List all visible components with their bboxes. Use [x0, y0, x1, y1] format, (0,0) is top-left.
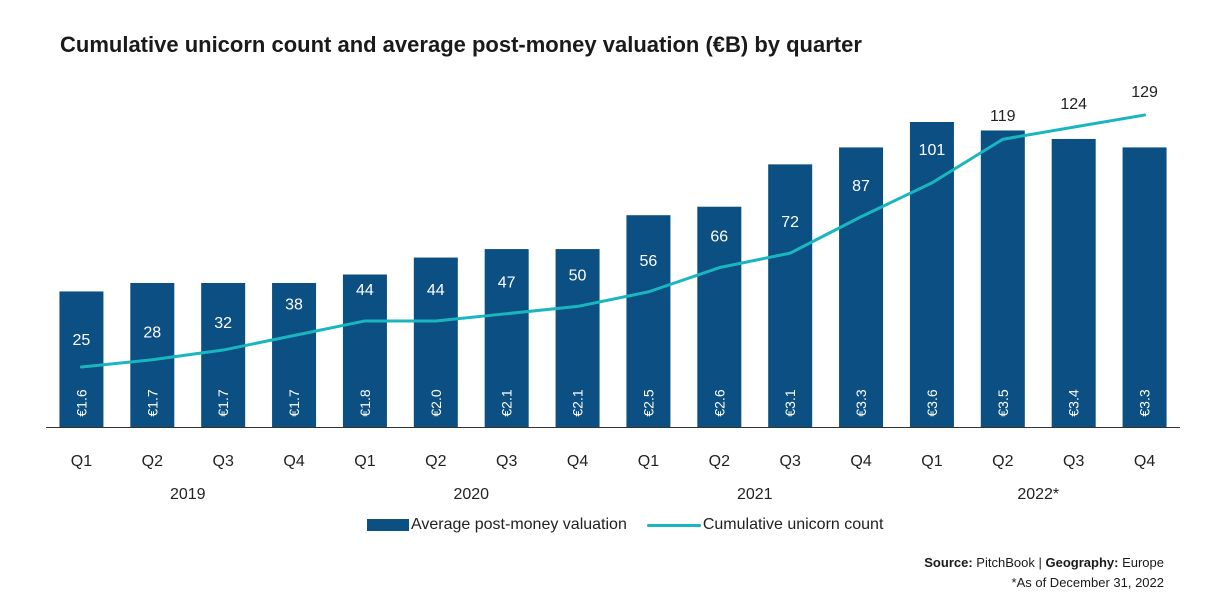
bar-value-label: €3.1: [782, 389, 798, 416]
x-tick-label: Q1: [71, 453, 92, 470]
line-value-label: 44: [356, 282, 374, 299]
x-tick-label: Q1: [354, 453, 375, 470]
x-tick-label: Q2: [142, 453, 163, 470]
line-layer: [79, 113, 1147, 369]
legend-item-count: Cumulative unicorn count: [646, 516, 884, 534]
line-value-label: 44: [427, 282, 445, 299]
bar: [768, 164, 813, 427]
bar: [272, 282, 317, 427]
line-value-label: 101: [919, 142, 946, 159]
year-group-label: 2019: [170, 486, 206, 503]
legend-count-label: Cumulative unicorn count: [702, 516, 884, 533]
line-value-label: 32: [214, 315, 232, 332]
bar-value-label: €1.7: [144, 389, 160, 416]
x-tick-label: Q4: [1134, 453, 1155, 470]
x-tick-label: Q3: [1063, 453, 1084, 470]
bar-value-label: €1.7: [286, 389, 302, 416]
bar: [839, 147, 884, 427]
geography-label: Geography:: [1045, 555, 1119, 570]
x-tick-label: Q4: [567, 453, 588, 470]
labels-layer: €1.6 €1.7 €1.7 €1.7 €1.8 €2.0 €2.1 €2.1 €2.5 €2.6…: [71, 84, 1158, 503]
bars-layer: [59, 122, 1167, 427]
geography-value: Europe: [1122, 555, 1164, 570]
line-value-label: 119: [990, 108, 1016, 125]
chart-title: Cumulative unicorn count and average pos…: [60, 32, 862, 57]
bar-value-label: €3.3: [853, 389, 869, 416]
bar-value-label: €3.6: [924, 389, 940, 416]
line-value-label: 47: [498, 275, 516, 292]
bar-value-label: €3.3: [1137, 389, 1153, 416]
line-value-label: 50: [569, 267, 587, 284]
bar: [626, 215, 671, 427]
year-group-label: 2022*: [1017, 486, 1059, 503]
x-tick-label: Q1: [638, 453, 659, 470]
bar-value-label: €1.7: [215, 389, 231, 416]
bar: [980, 130, 1025, 427]
series-line-unicorn-count: [79, 113, 1147, 369]
footnote: *As of December 31, 2022: [1011, 575, 1164, 590]
bar: [130, 282, 175, 427]
line-value-label: 28: [143, 325, 161, 342]
x-tick-label: Q2: [709, 453, 730, 470]
x-tick-label: Q1: [921, 453, 942, 470]
legend-bar-swatch: [367, 519, 409, 531]
bar: [342, 274, 387, 427]
legend: Average post-money valuation Cumulative …: [367, 516, 903, 534]
x-tick-label: Q3: [213, 453, 234, 470]
source-label: Source:: [924, 555, 973, 570]
line-value-label: 38: [285, 297, 303, 314]
line-value-label: 56: [640, 253, 658, 270]
source-separator: |: [1038, 555, 1042, 570]
bar: [201, 282, 246, 427]
bar-value-label: €1.8: [357, 389, 373, 416]
line-value-label: 129: [1131, 84, 1158, 101]
bar: [1122, 147, 1167, 427]
line-value-label: 66: [710, 229, 728, 246]
bar: [413, 257, 458, 427]
year-group-label: 2020: [453, 486, 489, 503]
year-group-label: 2021: [737, 486, 773, 503]
bar-value-label: €2.5: [640, 389, 656, 416]
x-tick-label: Q2: [992, 453, 1013, 470]
source-line: Source: PitchBook | Geography: Europe: [924, 555, 1164, 570]
bar-value-label: €1.6: [73, 389, 89, 416]
x-tick-label: Q2: [425, 453, 446, 470]
x-tick-label: Q4: [850, 453, 871, 470]
legend-item-valuation: Average post-money valuation: [367, 516, 627, 534]
source-value: PitchBook: [976, 555, 1035, 570]
bar-value-label: €2.1: [570, 389, 586, 416]
bar: [1051, 138, 1096, 427]
x-tick-label: Q3: [780, 453, 801, 470]
bar: [484, 249, 529, 427]
x-tick-label: Q4: [283, 453, 304, 470]
legend-valuation-label: Average post-money valuation: [411, 516, 627, 533]
bar-value-label: €3.5: [995, 389, 1011, 416]
x-tick-label: Q3: [496, 453, 517, 470]
bar: [555, 249, 600, 427]
line-value-label: 124: [1060, 96, 1087, 113]
bar: [697, 206, 742, 427]
bar-value-label: €2.1: [499, 389, 515, 416]
bar-value-label: €2.6: [711, 389, 727, 416]
line-value-label: 72: [781, 214, 799, 231]
bar-value-label: €3.4: [1066, 389, 1082, 416]
line-value-label: 87: [852, 178, 870, 195]
legend-line-swatch: [646, 523, 701, 527]
line-value-label: 25: [73, 332, 91, 349]
bar-value-label: €2.0: [428, 389, 444, 416]
bar: [59, 291, 104, 427]
bar: [909, 122, 954, 427]
